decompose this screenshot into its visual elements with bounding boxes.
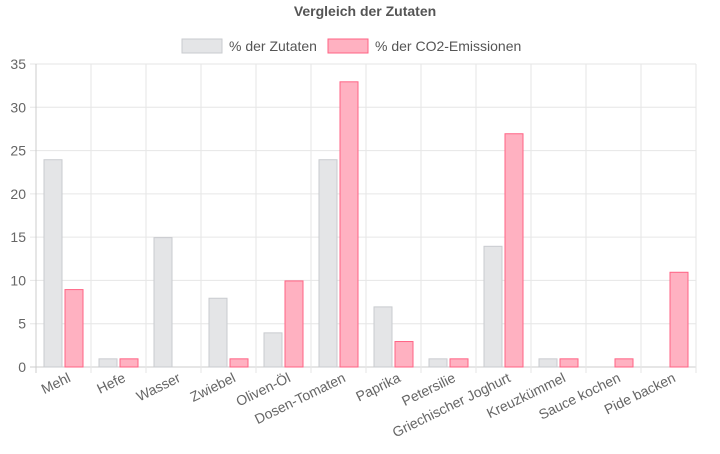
bar-co2[interactable]: [394, 341, 414, 368]
bar-co2[interactable]: [229, 358, 249, 368]
bar-co2[interactable]: [559, 358, 579, 368]
bar-co2[interactable]: [64, 289, 84, 368]
x-tick-label: Hefe: [94, 369, 128, 396]
bar-zutaten[interactable]: [428, 358, 448, 368]
bar-co2[interactable]: [284, 280, 304, 368]
bar-co2[interactable]: [614, 358, 634, 368]
legend-swatch-co2[interactable]: [327, 38, 369, 54]
bar-zutaten[interactable]: [483, 245, 503, 368]
y-tick-label: 30: [10, 99, 26, 115]
x-tick-label: Paprika: [353, 369, 403, 404]
chart-title: Vergleich der Zutaten: [294, 3, 436, 19]
bar-zutaten[interactable]: [263, 332, 283, 368]
legend-label-co2[interactable]: % der CO2-Emissionen: [375, 38, 521, 54]
bar-co2[interactable]: [449, 358, 469, 368]
legend-swatch-zutaten[interactable]: [181, 38, 223, 54]
bar-zutaten[interactable]: [373, 306, 393, 368]
x-tick-label: Mehl: [39, 369, 73, 397]
y-tick-label: 10: [10, 272, 26, 288]
grid-lines: [30, 63, 697, 373]
bar-co2[interactable]: [669, 271, 689, 368]
x-axis-ticks: Mehl Hefe Wasser ZwiebelOliven-ÖlDosen-Toma…: [39, 368, 678, 440]
bar-zutaten[interactable]: [98, 358, 118, 368]
bar-co2[interactable]: [504, 133, 524, 368]
legend-label-zutaten[interactable]: % der Zutaten: [229, 38, 317, 54]
y-tick-label: 15: [10, 229, 26, 245]
y-tick-label: 35: [10, 56, 26, 72]
y-tick-label: 20: [10, 186, 26, 202]
bar-co2[interactable]: [119, 358, 139, 368]
bar-zutaten[interactable]: [153, 237, 173, 368]
bar-co2[interactable]: [339, 81, 359, 368]
bars: [43, 81, 689, 368]
legend[interactable]: % der Zutaten % der CO2-Emissionen: [181, 38, 521, 54]
y-axis-ticks: 0 5 10 15 20 25 30 35: [10, 56, 26, 375]
bar-zutaten[interactable]: [318, 159, 338, 368]
x-tick-label: Zwiebel: [187, 369, 237, 405]
bar-zutaten[interactable]: [43, 159, 63, 368]
y-tick-label: 0: [18, 359, 26, 375]
y-tick-label: 25: [10, 143, 26, 159]
y-tick-label: 5: [18, 316, 26, 332]
bar-zutaten[interactable]: [208, 297, 228, 368]
x-tick-label: Wasser: [134, 369, 183, 404]
bar-zutaten[interactable]: [538, 358, 558, 368]
